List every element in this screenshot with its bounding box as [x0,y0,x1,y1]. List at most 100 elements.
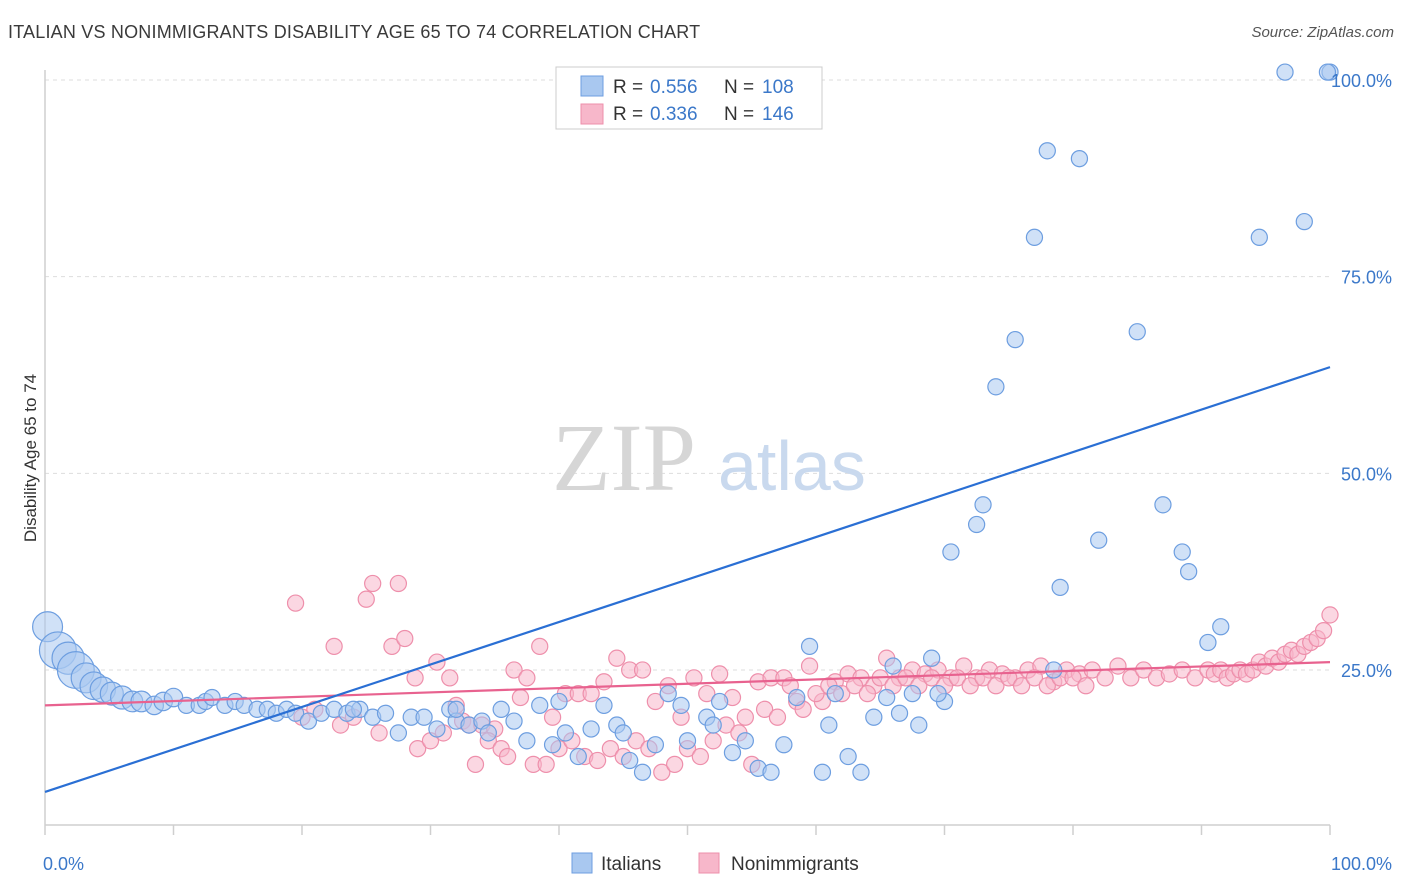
tick-labels: 25.0% 50.0% 75.0% 100.0% 0.0% 100.0% [43,71,1392,874]
nonimmigrants-point [364,574,382,593]
nonimmigrants-point [325,637,343,656]
chart-title: ITALIAN VS NONIMMIGRANTS DISABILITY AGE … [8,22,701,42]
italians-point [942,543,960,561]
nonimmigrants-point [1077,677,1095,695]
italians-point [678,732,697,750]
nonimmigrants-point [987,677,1005,695]
italians-point [447,700,465,718]
italians-point [967,515,986,534]
italians-points [32,63,1339,781]
nonimmigrants-point [897,669,915,687]
nonimmigrants-point [653,763,671,781]
nonimmigrants-point [807,684,825,703]
italians-point [788,688,806,707]
nonimmigrants-point [498,747,517,766]
legend-n-value-italians: 108 [762,77,794,98]
italians-point [1179,563,1198,581]
nonimmigrants-point [357,590,375,608]
nonimmigrants-point [633,661,652,679]
nonimmigrants-point [1314,622,1333,640]
italians-point [910,716,928,734]
nonimmigrants-point [505,661,523,679]
italians-point [299,712,318,730]
italians-point [1025,228,1044,246]
nonimmigrants-point [800,657,819,675]
italians-point [1173,543,1191,561]
italians-point [286,704,305,722]
legend-r-value-nonimmigrants: 0.336 [650,104,698,125]
legend-r-value-italians: 0.556 [650,77,698,98]
nonimmigrants-points [286,574,1339,781]
nonimmigrants-point [466,755,485,774]
italians-point [1051,578,1069,597]
italians-point [762,763,780,781]
bottom-legend-swatch-nonimmigrants [698,852,720,874]
nonimmigrants-point [646,692,665,711]
italians-point [736,732,754,750]
legend-r-label-italians: R = [613,77,643,98]
italians-point [1090,531,1108,549]
bottom-legend: Italians Nonimmigrants [571,852,859,875]
bottom-legend-swatch-italians [571,852,593,874]
italians-point [878,688,896,707]
nonimmigrants-point [409,740,427,758]
italians-point [865,708,883,726]
nonimmigrants-trend-line [44,661,1331,707]
nonimmigrants-point [531,637,549,656]
italians-point [1212,618,1230,636]
nonimmigrants-point [736,708,754,726]
legend-n-value-nonimmigrants: 146 [762,104,794,125]
watermark-atlas: atlas [718,427,866,505]
gridlines [45,79,1330,671]
italians-point [775,736,793,754]
nonimmigrants-point [441,669,459,687]
italians-point [479,724,497,742]
italians-point [974,496,992,514]
watermark-zip: ZIP [552,404,696,511]
italians-point [903,684,922,703]
italians-point [1199,633,1217,652]
legend-box: R = 0.556 N = 108 R = 0.336 N = 146 [555,66,823,130]
nonimmigrants-point [691,747,709,766]
nonimmigrants-point [1038,677,1056,695]
y-axis-label: Disability Age 65 to 74 [21,374,40,542]
italians-point [800,637,819,656]
italians-point [1128,323,1146,341]
nonimmigrants-point [923,669,941,687]
bottom-legend-nonimmigrants: Nonimmigrants [731,854,859,875]
nonimmigrants-point [1109,657,1127,675]
y-tick-label: 75.0% [1341,268,1392,288]
italians-point [852,763,870,781]
nonimmigrants-point [601,740,620,758]
italians-point [813,763,832,781]
nonimmigrants-point [710,665,729,683]
nonimmigrants-point [666,755,684,774]
italians-point [543,736,562,754]
nonimmigrants-point [543,708,562,726]
nonimmigrants-point [1025,669,1044,687]
italians-point [1070,150,1089,168]
italians-point [884,657,902,675]
italians-point [505,712,523,730]
legend-n-label-nonimmigrants: N = [724,104,754,125]
nonimmigrants-point [627,732,645,750]
italians-point [646,736,665,754]
nonimmigrants-point [698,684,716,703]
italians-point [550,692,568,711]
y-tick-label: 100.0% [1331,71,1392,91]
italians-point [839,747,857,766]
italians-point [492,700,510,718]
nonimmigrants-point [370,724,388,742]
italians-trend-line [44,366,1331,793]
nonimmigrants-point [518,669,536,687]
legend-swatch-nonimmigrants [580,103,604,125]
nonimmigrants-point [755,700,774,718]
italians-point [203,688,221,707]
nonimmigrants-point [704,732,722,750]
nonimmigrants-point [608,649,626,667]
nonimmigrants-point [1186,669,1204,687]
nonimmigrants-point [1096,669,1114,687]
x-tick-label-min: 0.0% [43,854,84,874]
nonimmigrants-point [1321,606,1339,624]
italians-point [428,720,446,738]
